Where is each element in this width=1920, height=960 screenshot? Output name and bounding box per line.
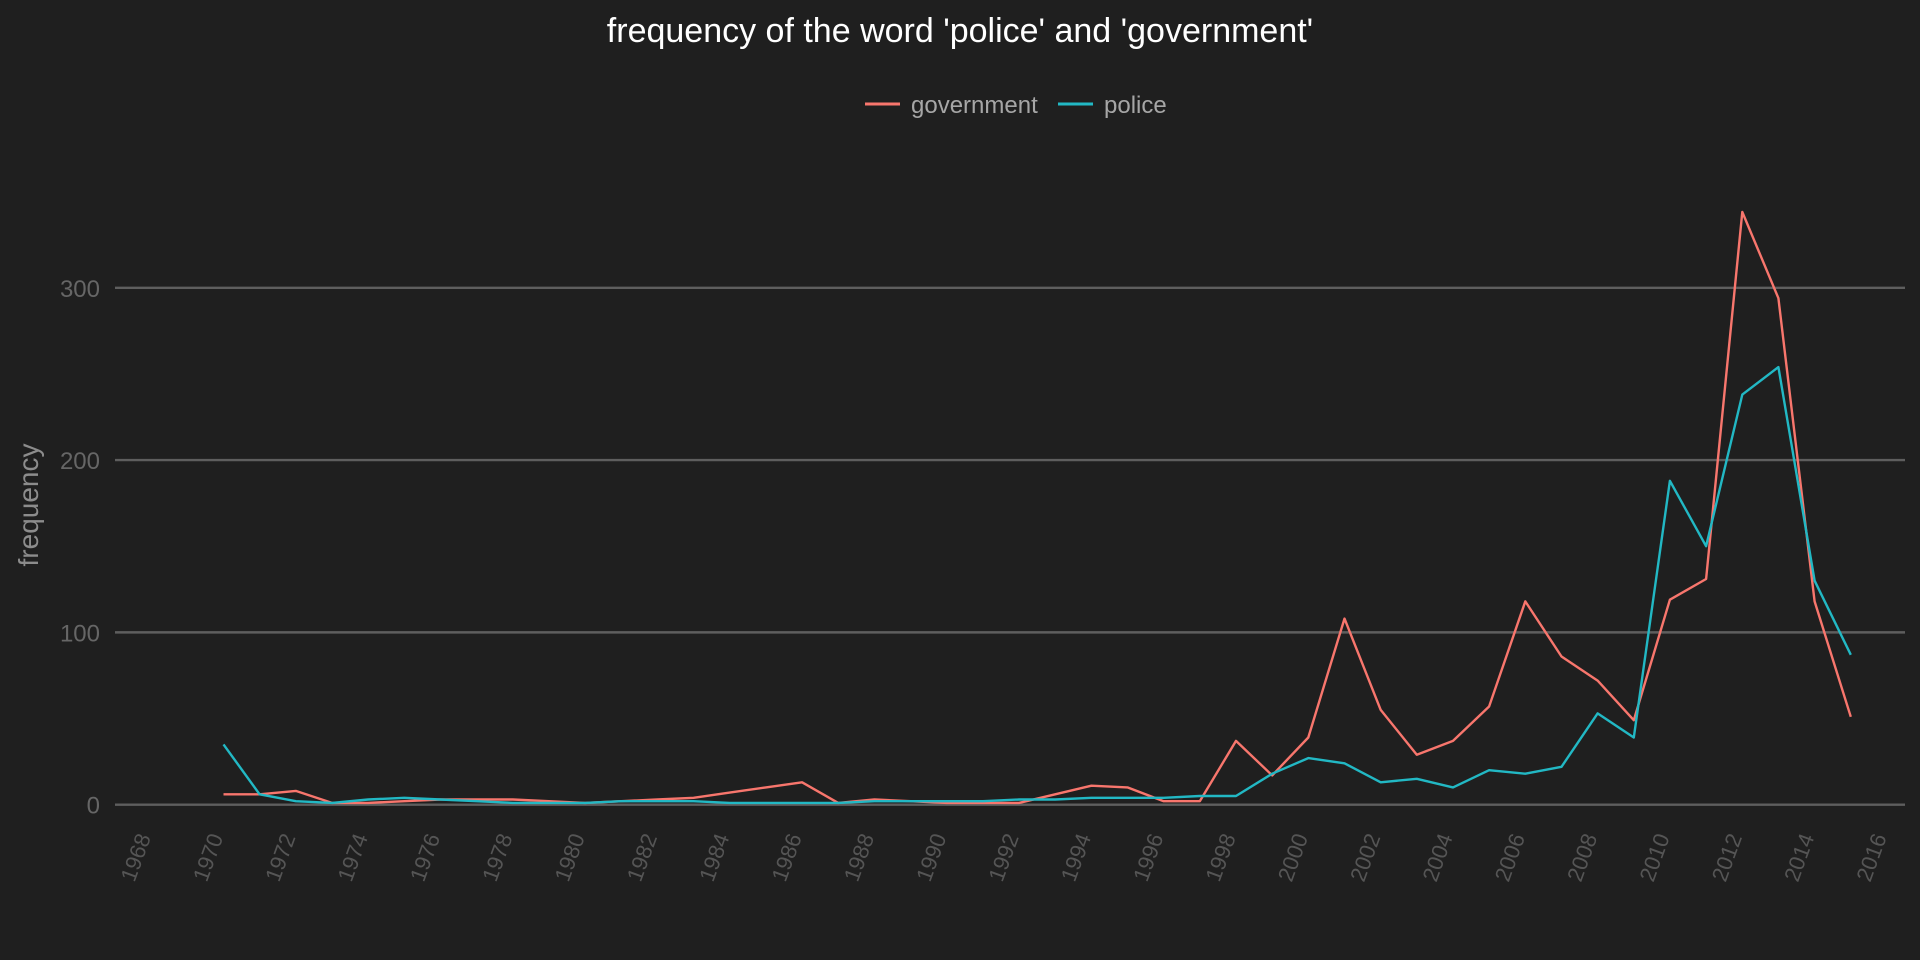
x-tick-label: 1982	[622, 830, 662, 885]
x-tick-label: 1992	[984, 830, 1024, 885]
chart-title: frequency of the word 'police' and 'gove…	[607, 12, 1313, 50]
series-line-police	[222, 365, 1852, 805]
x-tick-label: 1998	[1200, 830, 1240, 885]
x-tick-label: 2016	[1851, 830, 1891, 885]
y-tick-label: 0	[87, 793, 100, 820]
x-tick-label: 1978	[477, 830, 517, 885]
legend-label-government: government	[911, 92, 1038, 119]
x-tick-label: 2012	[1707, 830, 1747, 885]
series-line-government	[223, 210, 1852, 805]
x-tick-label: 1988	[839, 830, 879, 885]
x-tick-label: 1984	[694, 830, 734, 885]
x-tick-label: 2002	[1345, 830, 1385, 885]
y-axis-label: frequency	[13, 444, 44, 567]
legend: government police	[865, 92, 1167, 119]
x-tick-label: 1994	[1056, 830, 1096, 885]
x-tick-label: 2000	[1273, 830, 1313, 885]
x-tick-label: 1990	[911, 830, 951, 885]
y-tick-label: 100	[60, 620, 100, 647]
y-tick-labels: 0 100 200 300	[60, 276, 100, 820]
x-tick-label: 2010	[1634, 830, 1674, 885]
legend-label-police: police	[1104, 92, 1167, 119]
x-tick-label: 1968	[116, 830, 156, 885]
x-tick-label: 2014	[1779, 830, 1819, 885]
y-tick-label: 200	[60, 448, 100, 475]
x-tick-label: 1980	[550, 830, 590, 885]
x-tick-label: 2004	[1417, 830, 1457, 885]
gridlines	[115, 286, 1905, 806]
x-tick-labels: 1968 1970 1972 1974 1976 1978 1980 1982 1984 1986…	[116, 830, 1892, 885]
x-tick-label: 1996	[1128, 830, 1168, 885]
x-tick-label: 1974	[333, 830, 373, 885]
x-tick-label: 2008	[1562, 830, 1602, 885]
x-tick-label: 1972	[260, 830, 300, 885]
x-tick-label: 2006	[1490, 830, 1530, 885]
x-tick-label: 1986	[767, 830, 807, 885]
series-lines	[222, 210, 1852, 805]
y-tick-label: 300	[60, 276, 100, 303]
x-tick-label: 1970	[188, 830, 228, 885]
x-tick-label: 1976	[405, 830, 445, 885]
